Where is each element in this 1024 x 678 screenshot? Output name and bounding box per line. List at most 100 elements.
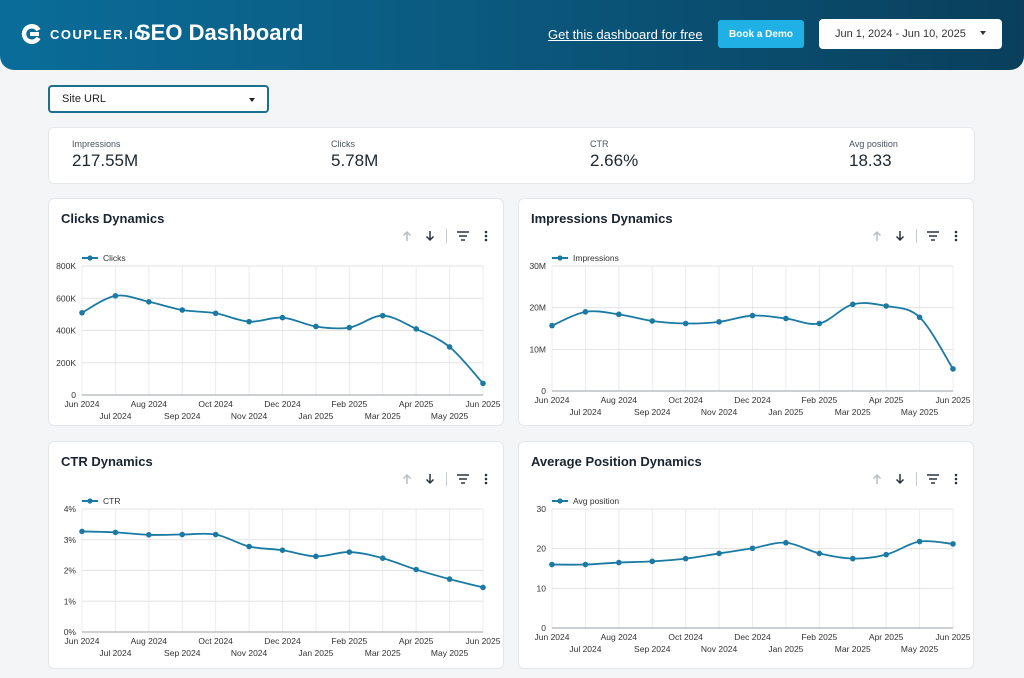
x-tick-label: Aug 2024 [131, 636, 168, 646]
y-tick-label: 400K [56, 326, 76, 336]
kpi-impressions: Impressions 217.55M [72, 139, 138, 171]
x-tick-label: Jan 2025 [768, 644, 803, 654]
legend-label: Clicks [103, 253, 126, 263]
x-tick-label: Dec 2024 [264, 636, 301, 646]
y-tick-label: 20 [537, 544, 547, 554]
more-vert-icon[interactable] [949, 472, 963, 486]
kpi-avg-position: Avg position 18.33 [849, 139, 898, 171]
filter-icon[interactable] [926, 229, 940, 243]
data-point [179, 307, 186, 313]
x-tick-label: Feb 2025 [331, 399, 367, 409]
x-tick-label: Jun 2025 [936, 632, 971, 642]
kpi-clicks: Clicks 5.78M [331, 139, 378, 171]
filter-icon[interactable] [456, 229, 470, 243]
y-tick-label: 10M [529, 344, 546, 354]
y-tick-label: 1% [64, 596, 77, 606]
date-range-picker[interactable]: Jun 1, 2024 - Jun 10, 2025 [819, 19, 1002, 49]
x-tick-label: Jun 2025 [466, 636, 501, 646]
chart-title: Impressions Dynamics [531, 211, 673, 226]
ctr-dynamics-card: CTR Dynamics 0% 1% 2% 3% 4% Jun 2024 Aug 2024 O… [48, 441, 504, 669]
filter-icon[interactable] [456, 472, 470, 486]
dropdown-caret-icon [980, 31, 986, 35]
y-tick-label: 30M [529, 261, 546, 271]
kpi-value: 2.66% [590, 151, 639, 170]
y-tick-label: 30 [537, 504, 547, 514]
x-tick-label: Sep 2024 [164, 648, 201, 658]
coupler-logo[interactable]: COUPLER.IO [20, 22, 146, 46]
arrow-up-icon[interactable] [870, 472, 884, 486]
more-vert-icon[interactable] [949, 229, 963, 243]
arrow-up-icon[interactable] [400, 472, 414, 486]
coupler-logo-icon [21, 23, 41, 44]
x-tick-label: Jul 2024 [99, 411, 131, 421]
toolbar-divider [916, 472, 917, 486]
x-tick-label: Jan 2025 [298, 648, 333, 658]
x-tick-label: Jul 2024 [569, 407, 601, 417]
arrow-down-icon[interactable] [423, 472, 437, 486]
x-tick-label: Aug 2024 [601, 632, 638, 642]
x-tick-label: Jun 2024 [65, 399, 100, 409]
data-point [413, 566, 419, 573]
x-tick-label: Feb 2025 [331, 636, 367, 646]
legend-marker [557, 498, 563, 504]
get-dashboard-link[interactable]: Get this dashboard for free [548, 27, 703, 42]
x-tick-label: Nov 2024 [701, 644, 738, 654]
filter-icon[interactable] [926, 472, 940, 486]
chart-toolbar [400, 229, 493, 243]
data-point [682, 320, 689, 327]
more-vert-icon[interactable] [479, 229, 493, 243]
more-vert-icon[interactable] [479, 472, 493, 486]
data-point [179, 531, 186, 538]
x-tick-label: May 2025 [431, 411, 469, 421]
book-demo-button[interactable]: Book a Demo [718, 20, 804, 48]
kpi-value: 5.78M [331, 151, 379, 170]
arrow-down-icon[interactable] [893, 229, 907, 243]
x-tick-label: Jul 2024 [99, 648, 131, 658]
data-point [716, 550, 722, 557]
x-tick-label: Sep 2024 [634, 407, 671, 417]
x-tick-label: Jun 2024 [535, 632, 570, 642]
x-tick-label: Mar 2025 [835, 407, 871, 417]
data-point [79, 309, 85, 316]
data-point [716, 319, 722, 325]
chart-toolbar [400, 472, 493, 486]
data-point [849, 555, 856, 562]
logo-text: COUPLER.IO [50, 26, 146, 42]
data-point [950, 541, 956, 547]
x-tick-label: Nov 2024 [231, 411, 268, 421]
arrow-down-icon[interactable] [423, 229, 437, 243]
data-point [749, 545, 756, 552]
dropdown-caret-icon [249, 98, 255, 102]
kpi-value: 18.33 [849, 151, 892, 170]
legend-label: Impressions [573, 253, 619, 263]
y-tick-label: 2% [64, 566, 77, 576]
site-url-filter[interactable]: Site URL [48, 85, 269, 113]
x-tick-label: Jan 2025 [298, 411, 333, 421]
y-tick-label: 0 [541, 386, 546, 396]
x-tick-label: Apr 2025 [399, 636, 434, 646]
data-point [446, 576, 453, 582]
data-point [212, 310, 219, 317]
x-tick-label: Feb 2025 [801, 395, 837, 405]
data-point [549, 322, 555, 329]
x-tick-label: Jan 2025 [768, 407, 803, 417]
data-point [112, 529, 119, 536]
legend-marker [87, 255, 93, 261]
x-tick-label: Sep 2024 [164, 411, 201, 421]
site-url-filter-label: Site URL [62, 93, 107, 105]
data-point [682, 555, 689, 562]
arrow-down-icon[interactable] [893, 472, 907, 486]
x-tick-label: Oct 2024 [668, 395, 703, 405]
data-point [246, 543, 252, 550]
data-point [480, 380, 486, 387]
x-tick-label: Mar 2025 [365, 648, 401, 658]
arrow-up-icon[interactable] [400, 229, 414, 243]
x-tick-label: Sep 2024 [634, 644, 671, 654]
x-tick-label: Nov 2024 [231, 648, 268, 658]
y-tick-label: 200K [56, 358, 76, 368]
data-point [582, 561, 589, 568]
x-tick-label: Mar 2025 [365, 411, 401, 421]
x-tick-label: May 2025 [901, 407, 939, 417]
y-tick-label: 10 [537, 583, 547, 593]
arrow-up-icon[interactable] [870, 229, 884, 243]
